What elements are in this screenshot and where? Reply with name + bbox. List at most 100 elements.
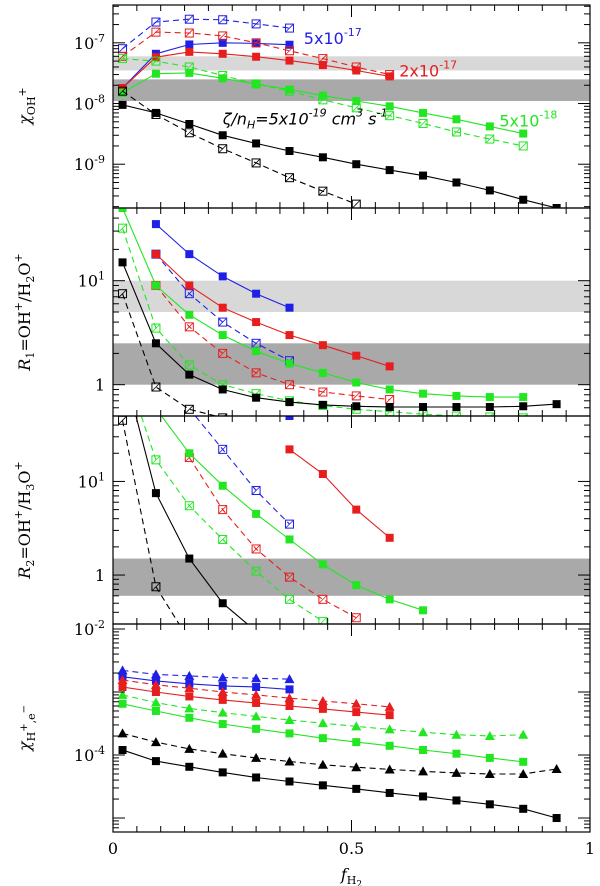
- y-axis-label-r1: R1=OH+/H2O+: [12, 253, 37, 371]
- series-line: [122, 90, 357, 205]
- series-line: [122, 42, 290, 89]
- data-point: [184, 360, 194, 370]
- data-point: [352, 505, 361, 514]
- data-point: [318, 153, 327, 162]
- data-point: [419, 108, 428, 117]
- data-point: [151, 455, 161, 465]
- data-point: [151, 582, 161, 592]
- panel-R1: 1 101: [78, 207, 591, 417]
- data-point: [185, 40, 194, 49]
- plot-area: [117, 665, 562, 823]
- data-point: [151, 109, 161, 119]
- data-point: [284, 594, 294, 604]
- data-point: [552, 204, 561, 208]
- data-point: [252, 698, 261, 707]
- series-line: [122, 58, 524, 147]
- data-point: [184, 128, 194, 138]
- data-point: [518, 768, 529, 778]
- data-point: [485, 403, 494, 412]
- series-line: [122, 749, 557, 819]
- data-point: [452, 391, 461, 400]
- x-tick-label: 0: [108, 839, 118, 858]
- data-point: [351, 613, 361, 623]
- data-point: [318, 560, 327, 569]
- data-point: [151, 250, 160, 259]
- data-point: [185, 713, 194, 722]
- data-point: [150, 697, 161, 707]
- series-line: [289, 448, 391, 539]
- series-line: [121, 262, 557, 408]
- data-point: [385, 111, 395, 121]
- y-axis-label-chi-h: χH+,e−: [15, 705, 38, 752]
- data-point: [251, 711, 262, 721]
- data-point: [185, 692, 194, 701]
- data-point: [385, 395, 395, 405]
- data-point: [118, 208, 127, 212]
- data-point: [284, 572, 294, 582]
- data-point: [185, 554, 194, 563]
- data-point: [419, 171, 428, 180]
- data-point: [419, 792, 428, 801]
- data-point: [218, 505, 228, 515]
- series-line: [122, 18, 290, 50]
- data-point: [351, 698, 362, 708]
- data-point: [151, 281, 160, 290]
- data-point: [551, 763, 562, 773]
- data-point: [485, 800, 494, 809]
- data-point: [284, 173, 294, 183]
- data-point: [418, 118, 428, 128]
- data-point: [252, 139, 261, 148]
- data-point: [184, 404, 194, 414]
- data-point: [185, 47, 194, 56]
- series-line: [155, 285, 390, 401]
- data-point: [251, 673, 262, 683]
- series-line: [194, 416, 290, 525]
- data-point: [118, 289, 128, 299]
- data-point: [384, 764, 395, 774]
- y-tick-label: 10-2: [74, 618, 105, 639]
- series-line: [122, 732, 557, 775]
- data-point: [218, 38, 227, 47]
- data-point: [317, 695, 328, 705]
- y-tick-label: 101: [78, 470, 105, 491]
- data-point: [318, 61, 327, 70]
- x-axis-label: fH2: [340, 865, 362, 886]
- data-point: [518, 141, 528, 151]
- data-point: [352, 97, 361, 106]
- data-point: [184, 743, 195, 753]
- data-point: [385, 595, 394, 604]
- y-axis-label-chi-oh: χOH+: [15, 87, 38, 126]
- data-point: [485, 122, 494, 131]
- data-point: [351, 721, 362, 731]
- plot-area: [118, 208, 561, 416]
- data-point: [452, 115, 461, 124]
- data-point: [351, 62, 361, 72]
- data-point: [385, 385, 394, 394]
- data-point: [285, 729, 294, 738]
- data-point: [284, 756, 295, 766]
- x-tick-label: 0.5: [339, 839, 364, 858]
- data-point: [185, 119, 194, 128]
- data-point: [285, 685, 294, 694]
- data-point: [151, 56, 161, 66]
- data-point: [184, 670, 195, 680]
- data-point: [217, 686, 228, 696]
- data-point: [184, 501, 194, 511]
- data-point: [485, 753, 494, 762]
- data-point: [151, 489, 160, 498]
- data-point: [385, 102, 394, 111]
- data-point: [251, 19, 261, 29]
- y-tick-label: 10-4: [74, 744, 105, 765]
- data-point: [252, 509, 261, 518]
- data-point: [384, 724, 395, 734]
- data-point: [284, 380, 294, 390]
- data-point: [519, 757, 528, 766]
- data-point: [318, 470, 327, 479]
- shaded-band: [113, 79, 590, 102]
- data-point: [385, 362, 394, 371]
- data-point: [184, 28, 194, 38]
- data-point: [252, 773, 261, 782]
- series-line: [121, 228, 477, 416]
- y-tick-label: 1: [95, 376, 105, 395]
- y-tick-label: 10-9: [74, 153, 105, 174]
